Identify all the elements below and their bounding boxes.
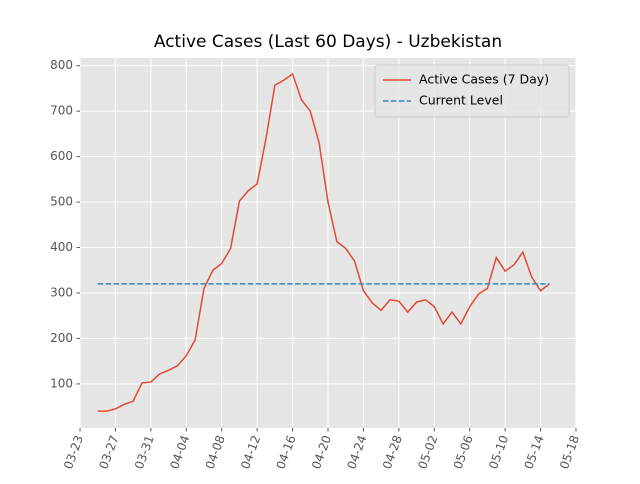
y-tick-label: 600 — [50, 149, 73, 163]
x-tick-label: 04-24 — [344, 433, 369, 471]
x-tick-label: 04-12 — [238, 433, 263, 471]
x-tick-label: 04-08 — [203, 433, 228, 471]
data-line — [97, 72, 550, 412]
chart-title: Active Cases (Last 60 Days) - Uzbekistan — [154, 32, 502, 52]
y-tick-label: 400 — [50, 240, 73, 254]
legend-label: Current Level — [419, 93, 503, 108]
x-tick-label: 03-23 — [61, 433, 86, 471]
y-tick-label: 100 — [50, 376, 73, 390]
x-tick-label: 05-18 — [557, 433, 582, 471]
x-tick-label: 05-02 — [415, 433, 440, 471]
y-tick-label: 300 — [50, 286, 73, 300]
y-tick-label: 800 — [50, 58, 73, 72]
x-tick-label: 03-31 — [132, 433, 157, 471]
x-tick-label: 03-27 — [96, 433, 121, 471]
grid — [79, 58, 577, 428]
y-tick-label: 500 — [50, 195, 73, 209]
x-tick-label: 04-04 — [167, 433, 192, 471]
legend: Active Cases (7 Day) Current Level — [374, 64, 570, 118]
x-tick-label: 05-06 — [451, 433, 476, 471]
y-tick-label: 700 — [50, 104, 73, 118]
legend-label: Active Cases (7 Day) — [419, 72, 549, 87]
x-tick-label: 04-28 — [380, 433, 405, 471]
x-tick-label: 04-20 — [309, 433, 334, 471]
legend-box — [374, 64, 570, 118]
x-tick-label: 05-10 — [486, 433, 511, 471]
x-tick-label: 05-14 — [522, 433, 547, 471]
x-tick-label: 04-16 — [274, 433, 299, 471]
y-tick-label: 200 — [50, 331, 73, 345]
